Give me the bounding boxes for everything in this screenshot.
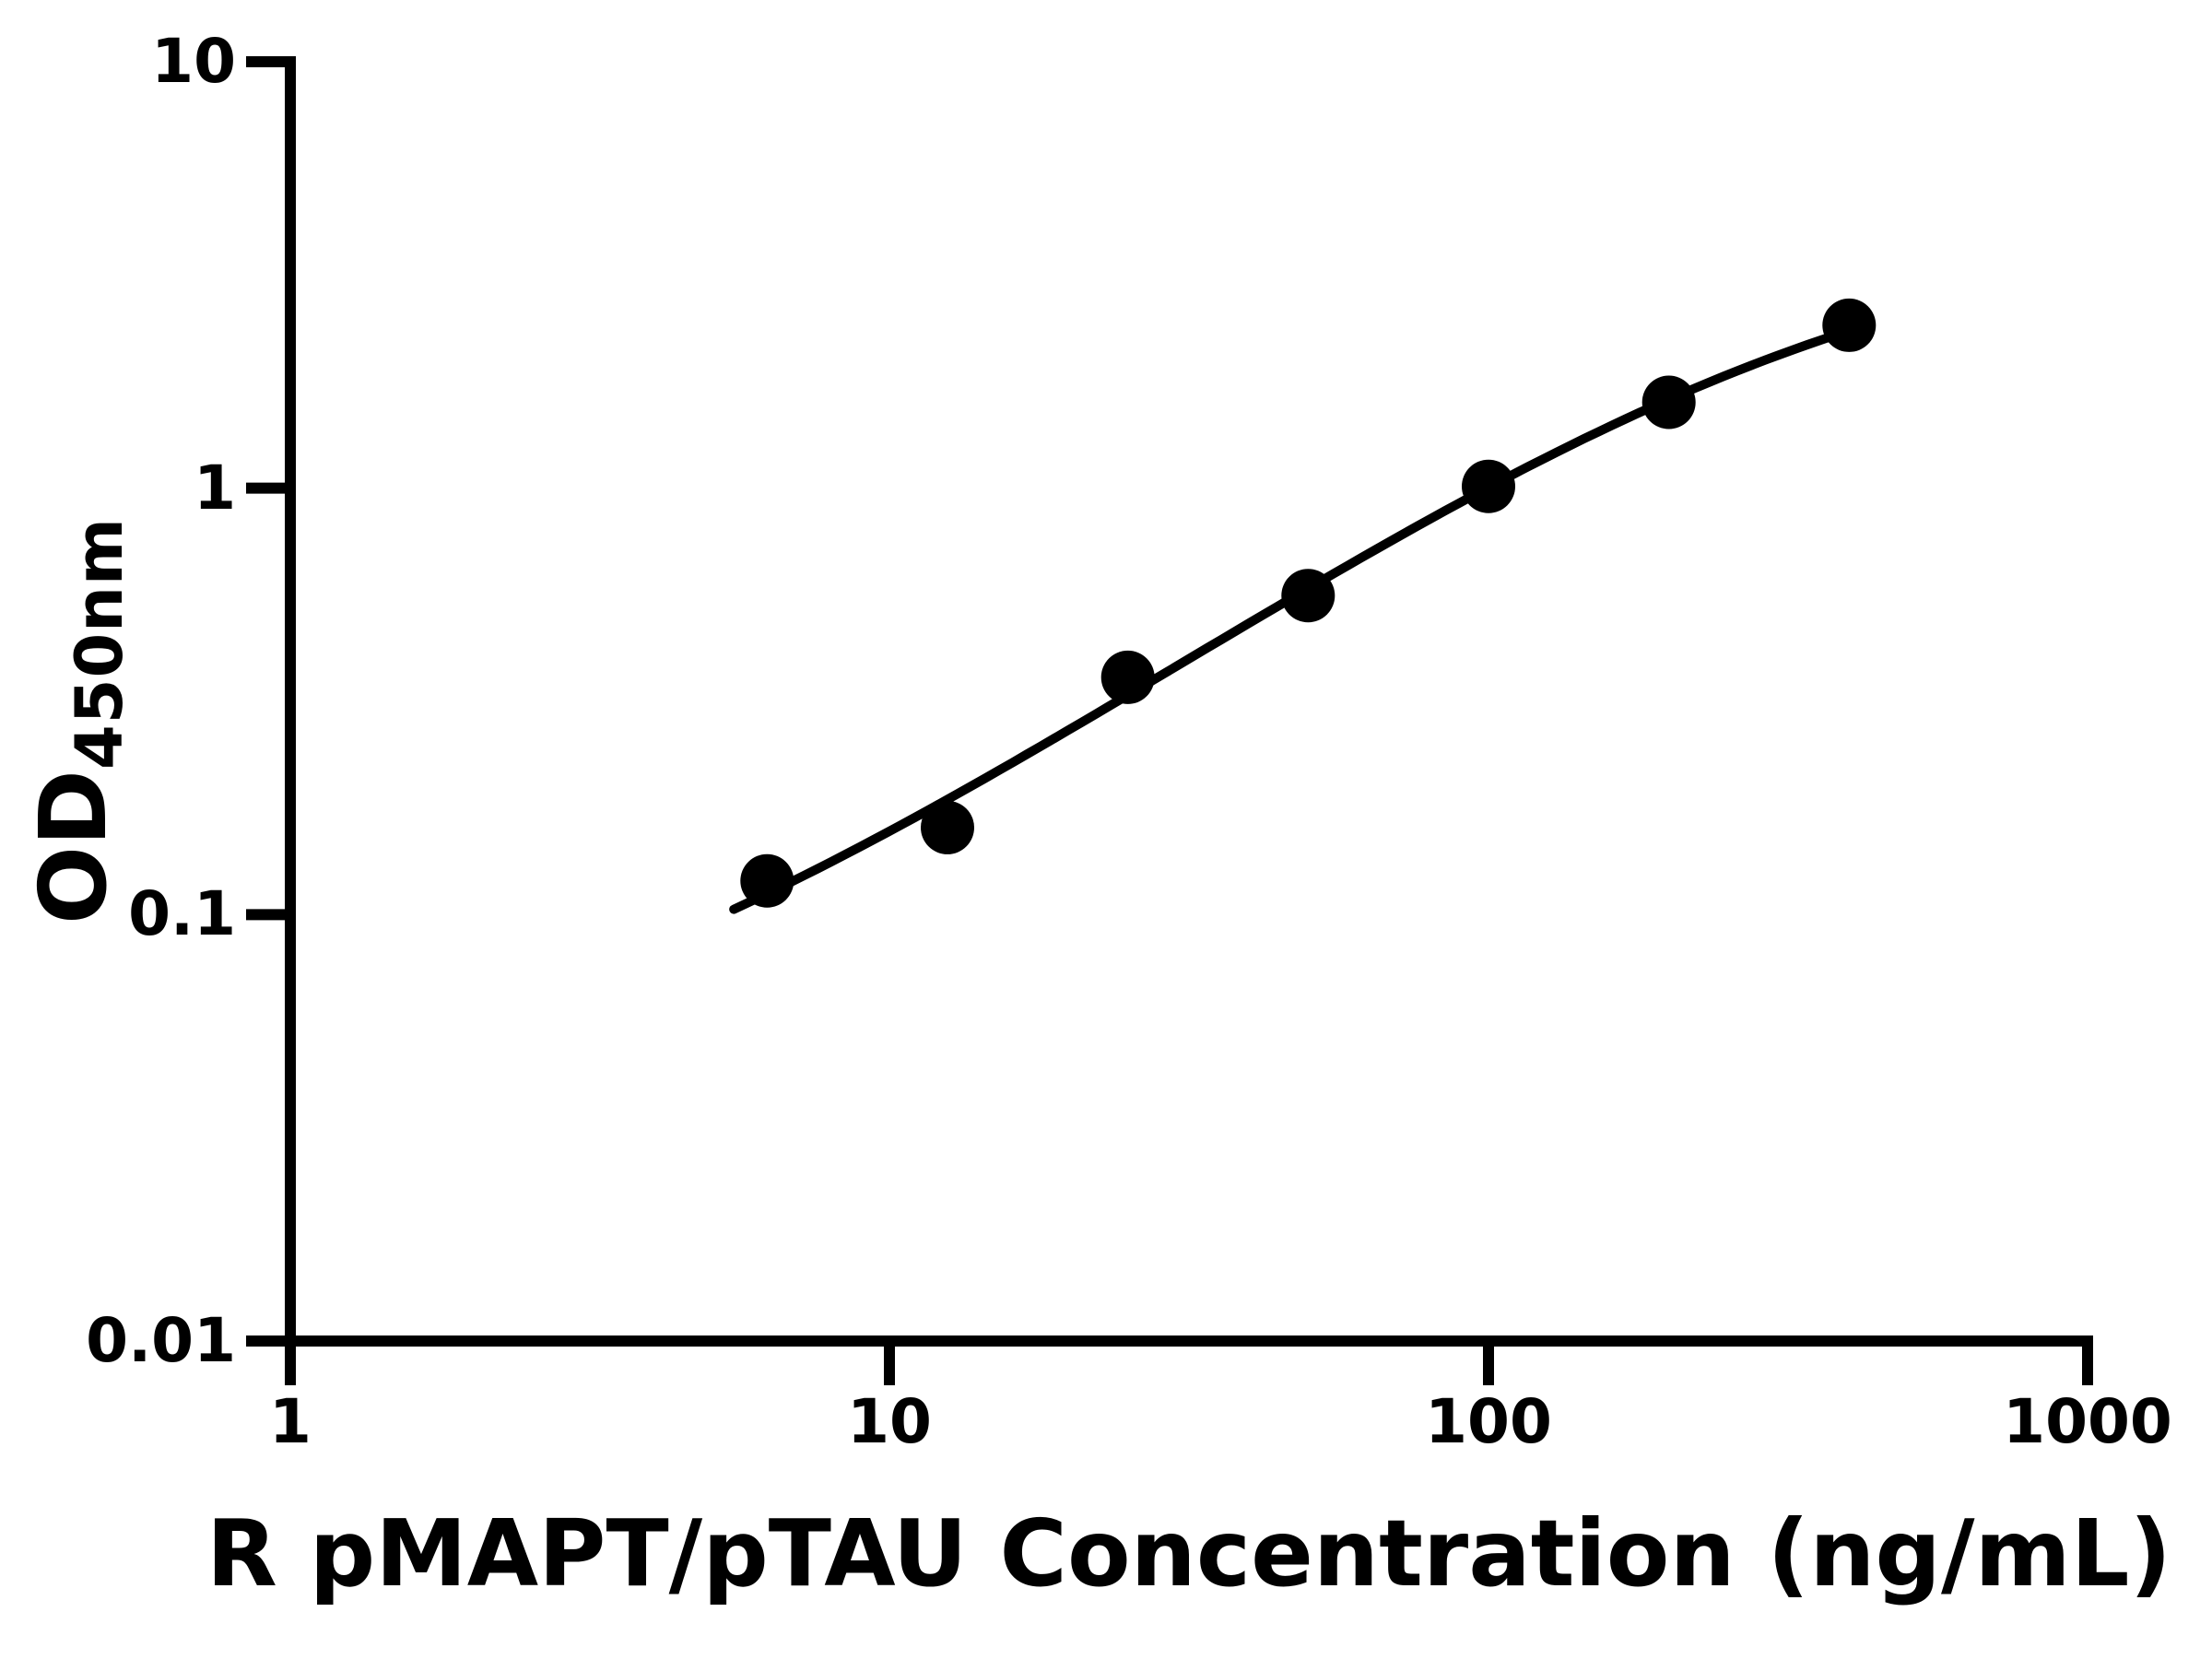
x-tick-label: 100 — [1425, 1386, 1552, 1457]
y-tick-label: 0.01 — [86, 1305, 236, 1376]
data-point-marker — [1281, 569, 1335, 623]
y-axis-title: OD450nm — [9, 306, 138, 1135]
x-tick-label: 10 — [847, 1386, 932, 1457]
data-point-marker — [1641, 375, 1696, 429]
data-point-marker — [740, 853, 794, 908]
data-point-marker — [921, 800, 974, 854]
y-tick-label: 1 — [194, 452, 236, 524]
y-tick-label: 10 — [151, 25, 236, 97]
data-point-marker — [1100, 650, 1155, 704]
x-tick-label: 1 — [269, 1386, 312, 1457]
y-axis-title-subscript: 450nm — [62, 517, 137, 770]
x-tick-label: 1000 — [2003, 1386, 2172, 1457]
data-point-marker — [1462, 459, 1515, 513]
y-tick-label: 0.1 — [128, 878, 236, 950]
data-point-marker — [1822, 298, 1877, 352]
x-axis-title: R pMAPT/pTAU Concentration (ng/mL) — [206, 1500, 2172, 1607]
